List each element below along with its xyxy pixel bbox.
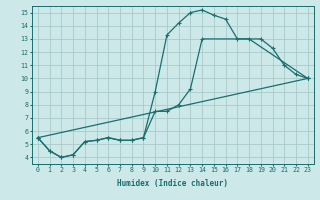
X-axis label: Humidex (Indice chaleur): Humidex (Indice chaleur) [117, 179, 228, 188]
